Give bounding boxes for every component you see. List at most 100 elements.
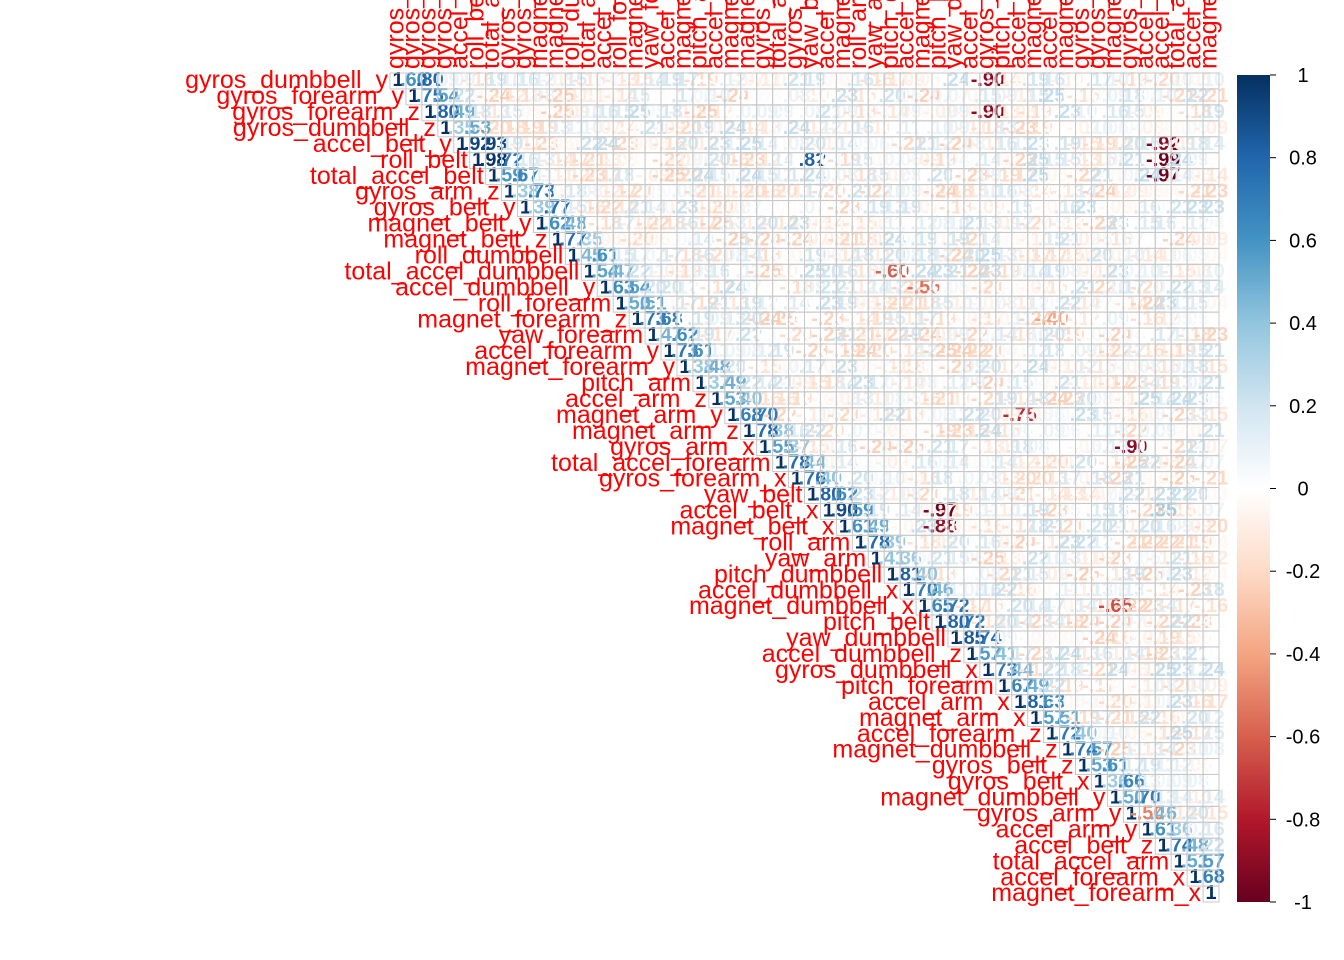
correlation-cell: -.25: [540, 101, 574, 123]
correlation-cell: .04: [1133, 69, 1161, 91]
correlation-cell: -.01: [636, 85, 670, 107]
correlation-cell: .10: [1102, 69, 1130, 91]
correlation-cell: -.07: [700, 117, 734, 139]
correlation-cell: -.19: [987, 260, 1021, 282]
correlation-cell: .17: [671, 85, 699, 107]
correlation-cell: .24: [1165, 149, 1193, 171]
correlation-cell: .03: [655, 181, 683, 203]
correlation-cell: -.03: [461, 85, 495, 107]
correlation-cell: -.22: [636, 213, 670, 235]
correlation-cell: -.07: [652, 197, 686, 219]
legend-tick-label: -1: [1294, 892, 1312, 914]
correlation-cell: -.08: [1178, 260, 1212, 282]
correlation-cell: -.04: [620, 133, 654, 155]
correlation-cell: .12: [1006, 213, 1034, 235]
correlation-cell: 1: [1205, 882, 1216, 904]
correlation-cell: -.09: [636, 165, 670, 187]
correlation-cell: -.03: [907, 101, 941, 123]
correlation-cell: .08: [958, 133, 986, 155]
correlation-cell: .18: [910, 244, 938, 266]
correlation-cell: .16: [703, 260, 731, 282]
correlation-cell: -.14: [827, 244, 861, 266]
correlation-cell: .02: [1038, 101, 1066, 123]
legend-tick-label: -0.8: [1286, 809, 1320, 831]
correlation-cell: .19: [1022, 69, 1050, 91]
correlation-cell: .19: [687, 117, 715, 139]
correlation-cell: -.22: [588, 197, 622, 219]
correlation-cell: .05: [639, 101, 667, 123]
correlation-cell: -.03: [1162, 117, 1196, 139]
correlation-cell: .22: [1181, 85, 1209, 107]
correlation-cell: .25: [1022, 149, 1050, 171]
correlation-cell: -.04: [987, 149, 1021, 171]
correlation-cell: .13: [878, 197, 906, 219]
correlation-cell: -.24: [939, 244, 973, 266]
correlation-cell: -.07: [1066, 260, 1100, 282]
correlation-cell: .06: [894, 149, 922, 171]
correlation-cell: -.19: [1019, 117, 1053, 139]
correlation-cell: .24: [719, 117, 747, 139]
correlation-cell: -.90: [971, 101, 1005, 123]
correlation-cell: -.20: [1019, 213, 1053, 235]
correlation-cell: .16: [671, 213, 699, 235]
correlation-cell: -.21: [891, 133, 925, 155]
correlation-cell: .25: [623, 101, 651, 123]
correlation-cell: .06: [862, 133, 890, 155]
correlation-cell: .24: [910, 260, 938, 282]
correlation-cell: .38: [512, 181, 540, 203]
correlation-cell: -.06: [1098, 197, 1132, 219]
correlation-cell: .08: [575, 181, 603, 203]
correlation-cell: .07: [735, 197, 763, 219]
correlation-cell: .80: [416, 69, 444, 91]
correlation-cell: -.17: [1019, 244, 1053, 266]
correlation-cell: .16: [1054, 197, 1082, 219]
correlation-cell: -.02: [747, 276, 781, 298]
correlation-cell: -.19: [1114, 69, 1148, 91]
correlation-cell: .21: [623, 197, 651, 219]
correlation-cell: .18: [464, 101, 492, 123]
correlation-cell: -.14: [732, 117, 766, 139]
correlation-cell: .08: [799, 101, 827, 123]
correlation-cell: 1: [504, 181, 515, 203]
correlation-cell: -.18: [508, 85, 542, 107]
correlation-cell: .04: [767, 117, 795, 139]
correlation-cell: .15: [862, 165, 890, 187]
correlation-cell: .14: [639, 69, 667, 91]
correlation-cell: -.01: [620, 117, 654, 139]
correlation-cell: -.18: [588, 213, 622, 235]
correlation-cell: .14: [974, 149, 1002, 171]
correlation-cell: .16: [512, 149, 540, 171]
correlation-cell: .06: [1165, 244, 1193, 266]
correlation-cell: -.03: [1066, 213, 1100, 235]
correlation-cell: .03: [846, 197, 874, 219]
correlation-cell: .21: [815, 101, 843, 123]
correlation-cell: .15: [846, 149, 874, 171]
correlation-cell: .14: [687, 229, 715, 251]
correlation-cell: -.09: [668, 149, 702, 171]
correlation-cell: .07: [735, 276, 763, 298]
correlation-cell: .25: [799, 260, 827, 282]
correlation-cell: .39: [528, 197, 556, 219]
correlation-cell: .22: [448, 85, 476, 107]
correlation-cell: .16: [687, 244, 715, 266]
correlation-cell: .12: [815, 117, 843, 139]
correlation-cell: -.08: [811, 229, 845, 251]
correlation-cell: -.01: [827, 181, 861, 203]
correlation-cell: -.01: [811, 85, 845, 107]
correlation-cell: -.06: [795, 213, 829, 235]
correlation-cell: -.07: [1098, 244, 1132, 266]
correlation-cell: -.06: [1178, 165, 1212, 187]
correlation-cell: .24: [783, 117, 811, 139]
correlation-cell: .12: [719, 69, 747, 91]
correlation-cell: -.02: [1050, 117, 1084, 139]
correlation-cell: -.24: [747, 229, 781, 251]
correlation-cell: .24: [799, 165, 827, 187]
correlation-cell: .11: [767, 165, 794, 187]
correlation-cell: -.16: [716, 149, 750, 171]
correlation-cell: -.92: [1146, 133, 1180, 155]
correlation-cell: .75: [416, 85, 444, 107]
legend-tick-label: 0.8: [1289, 148, 1317, 170]
correlation-cell: -.01: [779, 101, 813, 123]
correlation-cell: .73: [528, 181, 556, 203]
correlation-cell: .16: [1038, 69, 1066, 91]
